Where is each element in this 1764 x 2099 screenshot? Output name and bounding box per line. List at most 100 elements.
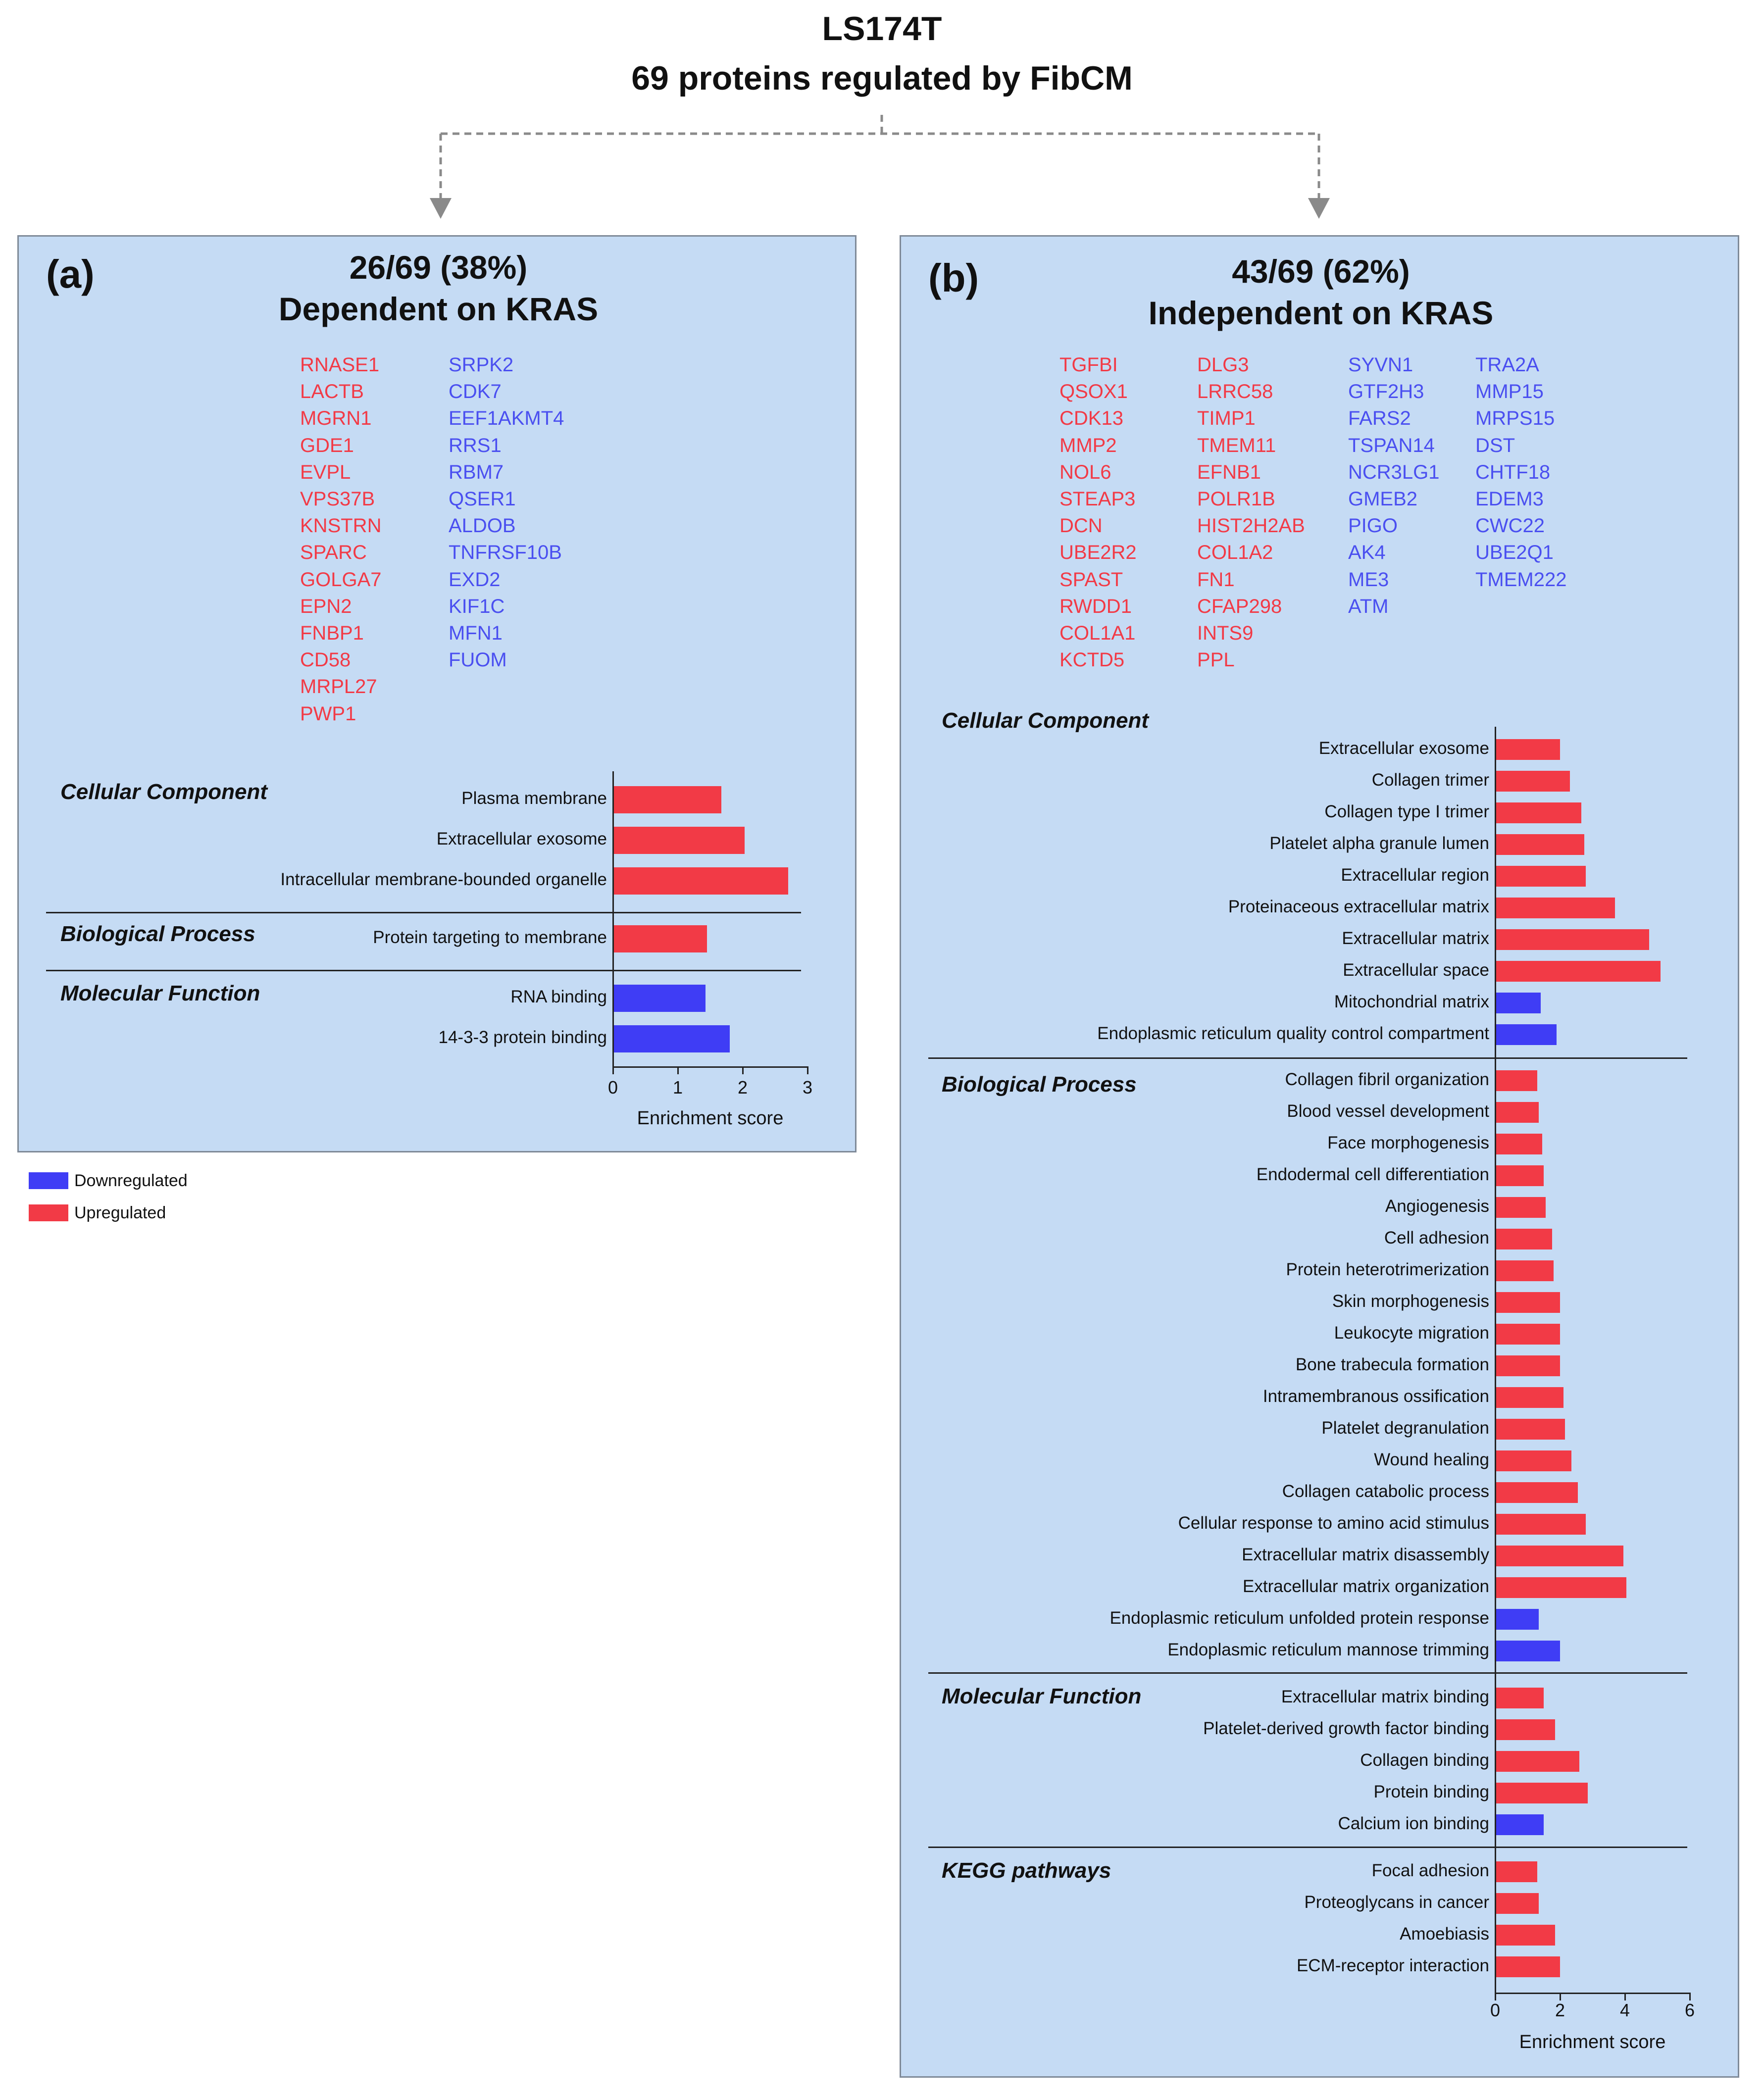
- bar-upregulated: [1495, 1292, 1560, 1313]
- bar-upregulated: [1495, 1102, 1539, 1123]
- term-label: Intramembranous ossification: [1262, 1387, 1489, 1406]
- bar-upregulated: [1495, 1893, 1539, 1914]
- x-axis-line: [1495, 1993, 1691, 1994]
- bar-upregulated: [1495, 929, 1650, 950]
- x-axis-title: Enrichment score: [1519, 2032, 1666, 2052]
- gene-tra2a: TRA2A: [1475, 354, 1539, 376]
- x-tick: [1495, 1993, 1496, 2000]
- bar-downregulated: [1495, 1814, 1544, 1835]
- bar-upregulated: [1495, 802, 1581, 823]
- gene-fuom: FUOM: [449, 649, 507, 671]
- gene-golga7: GOLGA7: [300, 568, 382, 591]
- gene-fnbp1: FNBP1: [300, 622, 364, 644]
- term-label: Extracellular region: [1341, 865, 1489, 885]
- bar-upregulated: [1495, 1324, 1560, 1345]
- term-label: Angiogenesis: [1385, 1197, 1489, 1216]
- gene-knstrn: KNSTRN: [300, 515, 382, 537]
- x-tick-label: 2: [1555, 2000, 1565, 2020]
- gene-lrrc58: LRRC58: [1197, 381, 1273, 403]
- term-label: Collagen catabolic process: [1282, 1482, 1489, 1501]
- gene-fars2: FARS2: [1348, 407, 1411, 430]
- figure-title: LS174T 69 proteins regulated by FibCM: [0, 4, 1764, 103]
- gene-atm: ATM: [1348, 595, 1389, 617]
- group-separator: [928, 1672, 1687, 1674]
- gene-vps37b: VPS37B: [300, 488, 375, 510]
- term-label: Collagen trimer: [1371, 770, 1489, 790]
- bar-upregulated: [1495, 898, 1615, 918]
- gene-chtf18: CHTF18: [1475, 461, 1551, 483]
- bar-upregulated: [1495, 1229, 1552, 1249]
- gene-ppl: PPL: [1197, 649, 1235, 671]
- gene-nol6: NOL6: [1059, 461, 1111, 483]
- term-label: Intracellular membrane-bounded organelle: [280, 870, 607, 889]
- gene-ak4: AK4: [1348, 542, 1386, 564]
- bar-downregulated: [1495, 1024, 1557, 1045]
- arrow-right-icon: [1308, 198, 1330, 219]
- term-label: Calcium ion binding: [1338, 1814, 1489, 1833]
- panel-a: (a) 26/69 (38%) Dependent on KRAS RNASE1…: [17, 235, 857, 1152]
- term-label: Proteinaceous extracellular matrix: [1228, 897, 1489, 916]
- term-label: Leukocyte migration: [1334, 1323, 1489, 1343]
- term-label: Extracellular matrix organization: [1243, 1577, 1489, 1596]
- gene-epn2: EPN2: [300, 595, 352, 617]
- term-label: Focal adhesion: [1371, 1861, 1489, 1880]
- gene-cd58: CD58: [300, 649, 351, 671]
- x-tick: [677, 1066, 679, 1074]
- category-cellular-component: Cellular Component: [60, 780, 268, 804]
- bar-upregulated: [1495, 1956, 1560, 1977]
- gene-gtf2h3: GTF2H3: [1348, 381, 1424, 403]
- gene-dlg3: DLG3: [1197, 354, 1249, 376]
- bar-upregulated: [1495, 1387, 1563, 1408]
- gene-col1a1: COL1A1: [1059, 622, 1136, 644]
- gene-ints9: INTS9: [1197, 622, 1254, 644]
- term-label: Cellular response to amino acid stimulus: [1178, 1513, 1489, 1533]
- gene-qsox1: QSOX1: [1059, 381, 1128, 403]
- legend-up-swatch: [29, 1204, 68, 1221]
- bar-upregulated: [1495, 1719, 1556, 1740]
- gene-evpl: EVPL: [300, 461, 351, 483]
- category-cellular-component: Cellular Component: [942, 708, 1149, 733]
- gene-col1a2: COL1A2: [1197, 542, 1273, 564]
- gene-mgrn1: MGRN1: [300, 407, 372, 430]
- gene-exd2: EXD2: [449, 568, 501, 591]
- gene-eef1akmt4: EEF1AKMT4: [449, 407, 564, 430]
- group-separator: [46, 970, 801, 971]
- x-tick-label: 4: [1619, 2000, 1630, 2020]
- gene-tspan14: TSPAN14: [1348, 434, 1435, 456]
- bar-upregulated: [1495, 1546, 1623, 1566]
- x-tick-label: 6: [1684, 2000, 1695, 2020]
- gene-qser1: QSER1: [449, 488, 516, 510]
- term-label: Wound healing: [1374, 1450, 1489, 1469]
- bar-upregulated: [1495, 1260, 1554, 1281]
- bar-downregulated: [1495, 993, 1541, 1013]
- gene-ncr3lg1: NCR3LG1: [1348, 461, 1440, 483]
- gene-polr1b: POLR1B: [1197, 488, 1275, 510]
- term-label: Platelet alpha granule lumen: [1269, 834, 1489, 853]
- gene-dst: DST: [1475, 434, 1515, 456]
- gene-timp1: TIMP1: [1197, 407, 1256, 430]
- term-label: Extracellular matrix binding: [1281, 1687, 1489, 1706]
- gene-rwdd1: RWDD1: [1059, 595, 1132, 617]
- y-axis-line: [612, 771, 614, 1066]
- bar-upregulated: [613, 826, 745, 854]
- gene-mfn1: MFN1: [449, 622, 503, 644]
- term-label: Plasma membrane: [461, 789, 607, 808]
- gene-cdk7: CDK7: [449, 381, 502, 403]
- x-tick-label: 2: [737, 1077, 748, 1098]
- bar-upregulated: [1495, 1070, 1538, 1091]
- term-label: Amoebiasis: [1400, 1924, 1489, 1944]
- gene-mrpl27: MRPL27: [300, 676, 377, 698]
- term-label: Extracellular exosome: [436, 829, 607, 849]
- bar-upregulated: [1495, 1450, 1571, 1471]
- bar-upregulated: [1495, 1514, 1586, 1535]
- bar-upregulated: [1495, 1419, 1565, 1440]
- gene-tmem11: TMEM11: [1197, 434, 1276, 456]
- x-axis-line: [613, 1066, 808, 1068]
- term-label: Protein heterotrimerization: [1286, 1260, 1489, 1279]
- bar-upregulated: [1495, 771, 1570, 792]
- bar-upregulated: [1495, 1355, 1560, 1376]
- term-label: Platelet degranulation: [1321, 1418, 1489, 1438]
- panel-b-fraction: 43/69 (62%): [1232, 253, 1410, 290]
- x-tick-label: 0: [607, 1077, 618, 1098]
- x-tick: [612, 1066, 614, 1074]
